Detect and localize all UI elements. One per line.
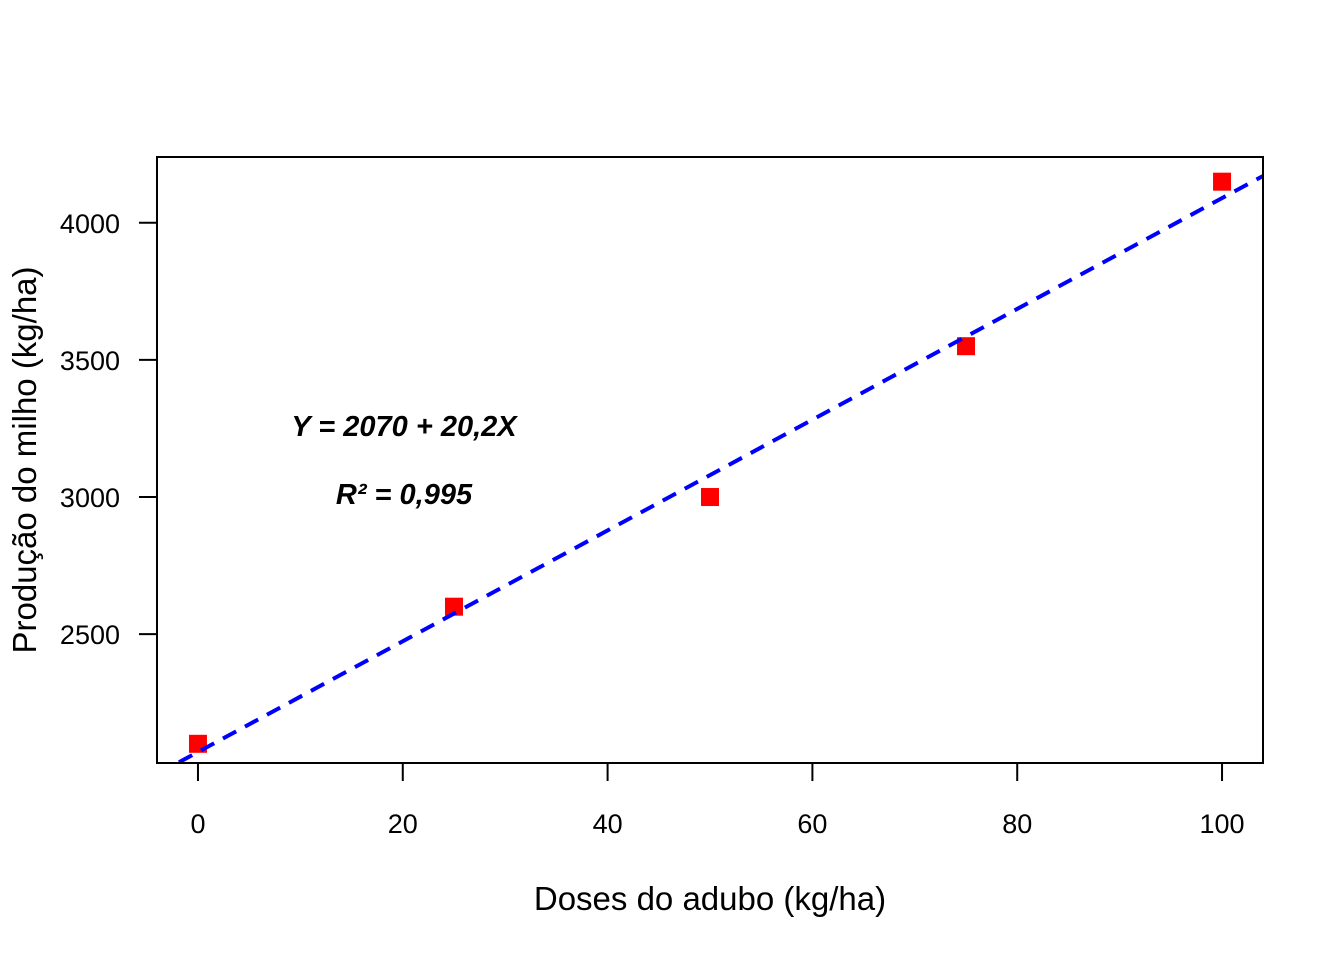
x-tick-label: 100: [1200, 809, 1245, 839]
x-tick-label: 0: [190, 809, 205, 839]
regression-equation-label: Y = 2070 + 20,2X: [291, 411, 518, 443]
data-point: [1213, 172, 1232, 191]
x-tick-label: 60: [797, 809, 827, 839]
plot-area: [173, 172, 1263, 763]
data-point: [957, 337, 976, 356]
x-axis-title: Doses do adubo (kg/ha): [534, 880, 886, 917]
plot-frame: [156, 156, 1264, 764]
y-tick-label: 3000: [60, 483, 120, 513]
y-axis-ticks: 2500 3000 3500 4000: [60, 209, 158, 650]
y-tick-label: 3500: [60, 346, 120, 376]
y-tick-label: 2500: [60, 620, 120, 650]
data-point: [701, 488, 719, 507]
x-tick-label: 80: [1002, 809, 1032, 839]
x-tick-label: 40: [593, 809, 623, 839]
y-axis-title: Produção do milho (kg/ha): [6, 266, 43, 653]
x-tick-label: 20: [388, 809, 418, 839]
y-tick-label: 4000: [60, 209, 120, 239]
data-point: [444, 597, 463, 616]
regression-line: [173, 174, 1263, 763]
x-axis-ticks: 0 20 40 60 80 100: [190, 762, 1245, 839]
r-squared-label: R² = 0,995: [336, 479, 473, 511]
